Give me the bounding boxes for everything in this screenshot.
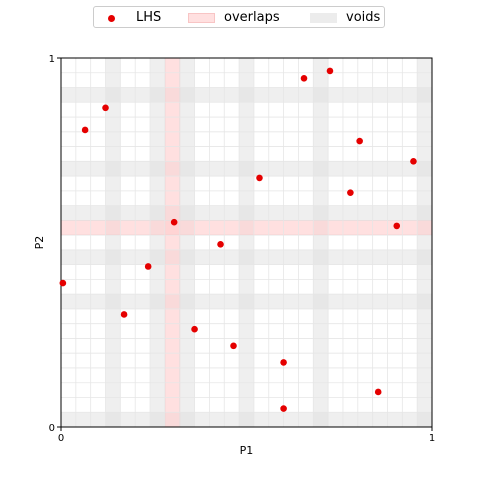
data-point <box>326 67 334 75</box>
legend-label-lhs: LHS <box>136 10 162 25</box>
void-band-horizontal <box>61 412 432 427</box>
x-tick-label: 1 <box>429 433 435 444</box>
data-point <box>256 174 263 182</box>
axes-frame <box>60 57 433 428</box>
legend-item-lhs: LHS <box>102 9 172 27</box>
void-band-horizontal <box>61 205 432 221</box>
x-tick-label: 0 <box>58 433 64 444</box>
legend-label-voids: voids <box>346 10 381 25</box>
legend-swatch-overlaps <box>188 13 215 23</box>
void-band-horizontal <box>61 161 432 177</box>
void-band-vertical <box>313 58 329 427</box>
legend-swatch-voids <box>310 13 337 23</box>
data-point <box>300 74 308 82</box>
void-band-vertical <box>105 58 121 427</box>
legend-label-overlaps: overlaps <box>224 10 280 25</box>
data-point <box>280 359 287 366</box>
data-point <box>217 241 224 248</box>
data-point <box>410 158 417 165</box>
data-point <box>144 263 152 270</box>
overlap-band-horizontal <box>60 220 433 236</box>
data-point <box>59 279 67 287</box>
data-point <box>120 311 128 318</box>
data-point <box>347 189 354 196</box>
data-point <box>191 325 198 333</box>
void-band-vertical <box>239 58 254 427</box>
void-band-horizontal <box>61 294 432 309</box>
data-point <box>81 126 89 134</box>
x-axis-label: P1 <box>240 444 254 457</box>
y-tick-label: 0 <box>49 423 55 434</box>
legend: LHS overlaps voids <box>93 6 385 28</box>
ticks-layer: 0 1 0 1 <box>49 54 436 444</box>
void-band-horizontal <box>61 87 432 103</box>
data-point <box>374 388 382 396</box>
void-band-vertical <box>417 58 432 427</box>
y-tick-label: 1 <box>49 54 55 65</box>
y-axis-label: P2 <box>33 236 46 250</box>
void-band-vertical <box>179 58 195 427</box>
grid-layer <box>61 58 432 427</box>
points-layer <box>59 67 417 412</box>
data-point <box>170 218 178 226</box>
data-point <box>102 104 109 112</box>
legend-item-voids: voids <box>308 9 382 27</box>
legend-item-overlaps: overlaps <box>186 9 296 27</box>
overlap-band-vertical <box>164 57 181 428</box>
void-band-vertical <box>150 58 165 427</box>
data-point <box>356 137 363 145</box>
legend-marker-lhs <box>108 15 115 22</box>
data-point <box>280 405 287 412</box>
data-point <box>230 342 237 350</box>
data-point <box>393 222 401 230</box>
bands-layer <box>60 57 433 428</box>
void-band-horizontal <box>61 249 432 265</box>
